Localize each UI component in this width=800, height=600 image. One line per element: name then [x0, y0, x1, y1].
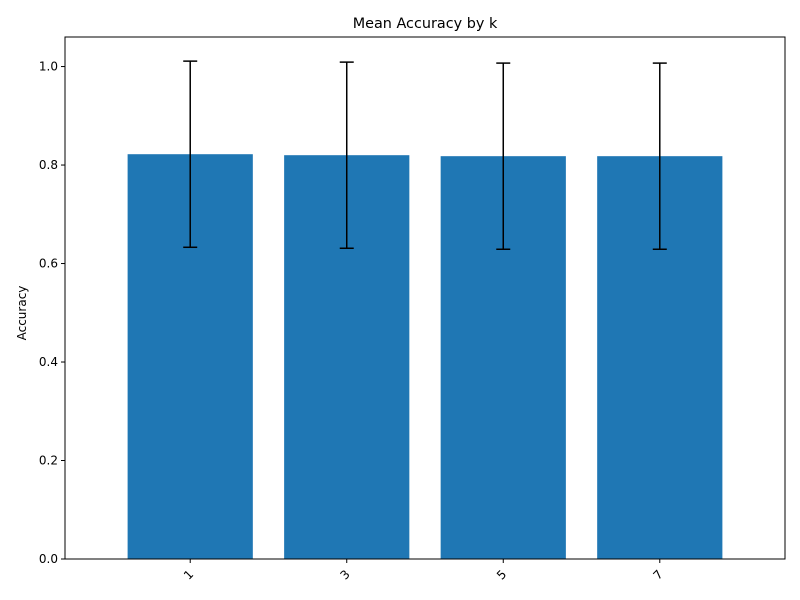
y-tick-label: 0.2 [39, 454, 58, 468]
chart-title: Mean Accuracy by k [353, 16, 498, 32]
x-tick-label: 5 [494, 567, 509, 582]
plot-frame [64, 36, 786, 560]
y-axis-label: Accuracy [15, 286, 29, 341]
x-tick-label: 7 [651, 567, 666, 582]
y-tick-label: 0.6 [39, 257, 58, 271]
error-bar-1 [183, 60, 198, 249]
x-axis: 1 3 5 7 [181, 559, 666, 582]
bars-group [127, 154, 723, 560]
x-tick-label: 3 [337, 567, 352, 582]
y-tick-label: 0.8 [39, 158, 58, 172]
y-tick-label: 0.4 [39, 355, 58, 369]
x-tick-label: 1 [181, 567, 196, 582]
y-tick-label: 1.0 [39, 60, 58, 74]
y-axis: 0.0 0.2 0.4 0.6 0.8 1.0 [39, 60, 65, 566]
error-bar-7 [652, 62, 667, 250]
error-bar-3 [339, 61, 354, 250]
error-bars-group [183, 60, 667, 250]
y-tick-label: 0.0 [39, 552, 58, 566]
error-bar-5 [496, 62, 511, 250]
